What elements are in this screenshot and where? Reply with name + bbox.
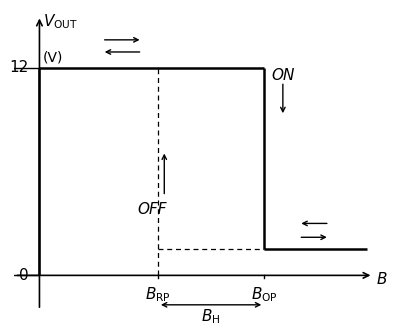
Text: OFF: OFF [137,202,167,217]
Text: 12: 12 [9,60,29,75]
Text: (V): (V) [43,50,63,64]
Text: $B_\mathrm{RP}$: $B_\mathrm{RP}$ [145,286,171,305]
Text: $V_\mathrm{OUT}$: $V_\mathrm{OUT}$ [43,12,78,31]
Text: $B$: $B$ [377,271,388,287]
Text: $B_\mathrm{H}$: $B_\mathrm{H}$ [202,308,221,326]
Text: ON: ON [271,68,295,83]
Text: 0: 0 [19,268,29,283]
Text: $B_\mathrm{OP}$: $B_\mathrm{OP}$ [251,286,278,305]
